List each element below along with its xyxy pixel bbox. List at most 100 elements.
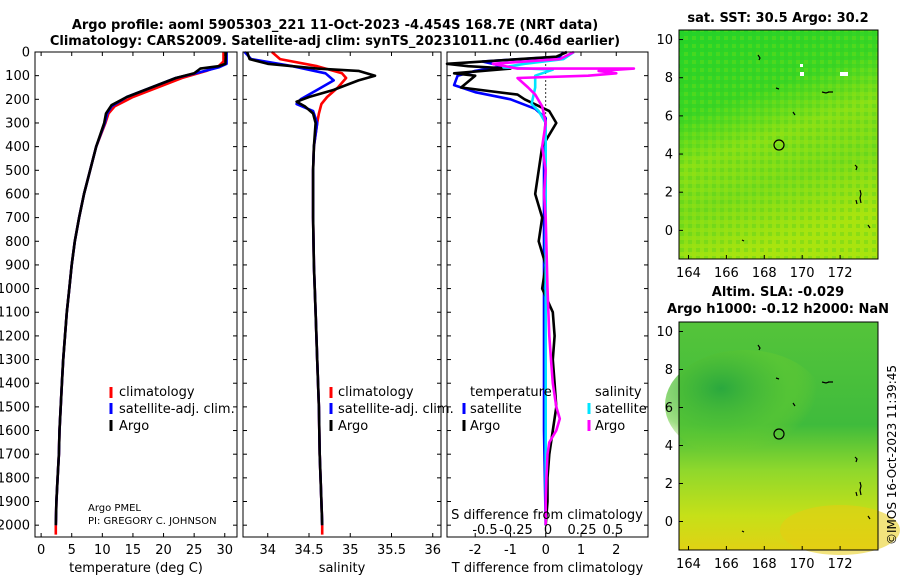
y-tick-label: 500 (5, 164, 30, 179)
s-tick-label: 0 (544, 523, 552, 538)
sla-map-title-2: Argo h1000: -0.12 h2000: NaN (667, 302, 889, 317)
x-tick-label: 0 (542, 543, 550, 558)
y-tick-label: 600 (5, 187, 30, 202)
map-x-tick-label: 166 (714, 557, 739, 572)
x-tick-label: 25 (186, 543, 203, 558)
credit-line-1: Argo PMEL (88, 503, 141, 514)
s-axis-ticklabels: -0.5 -0.25 0 0.25 0.5 (472, 523, 623, 538)
sst-texture (679, 30, 878, 259)
map-y-tick-label: 2 (665, 186, 673, 201)
y-tick-label: 1300 (0, 353, 30, 368)
map-x-tick-label: 164 (676, 266, 701, 281)
series-line-climatology (271, 51, 348, 535)
y-tick-label: 1700 (0, 448, 30, 463)
x-tick-label: 30 (216, 543, 233, 558)
map-x-tick-label: 168 (752, 557, 777, 572)
map-y-tick-label: 0 (665, 515, 673, 530)
axes-frame (34, 51, 238, 538)
x-axis-label: salinity (319, 561, 366, 576)
y-tick-label: 300 (5, 116, 30, 131)
y-tick-label: 1400 (0, 377, 30, 392)
legend-label: Argo (338, 419, 368, 434)
map-y-tick-label: 10 (656, 33, 673, 48)
sla-frame (678, 321, 879, 551)
x-tick-label: 15 (125, 543, 142, 558)
legend-title-temperature: temperature (470, 385, 552, 400)
x-tick-label: 1 (577, 543, 585, 558)
y-tick-label: 1100 (0, 306, 30, 321)
legend-label: Argo (119, 419, 149, 434)
sla-map (665, 321, 900, 555)
sla-map-title-1: Altim. SLA: -0.029 (712, 285, 844, 300)
map-y-tick-label: 6 (665, 109, 673, 124)
map-x-tick-label: 166 (714, 266, 739, 281)
sla-low-region (665, 350, 825, 460)
sst-argo-marker (773, 139, 785, 151)
sst-map-title: sat. SST: 30.5 Argo: 30.2 (687, 11, 868, 26)
difference-legend: temperature salinity satellite Argo sate… (462, 385, 647, 434)
y-tick-label: 1800 (0, 471, 30, 486)
y-tick-label: 800 (5, 235, 30, 250)
x-tick-label: 10 (94, 543, 111, 558)
map-x-tick-label: 172 (828, 557, 853, 572)
y-tick-label: 2000 (0, 519, 30, 534)
x-tick-label: 34.5 (295, 543, 324, 558)
y-tick-label: 100 (5, 69, 30, 84)
sst-gap (800, 72, 804, 76)
axes-frame (446, 51, 649, 538)
sst-map (678, 29, 879, 260)
watermark: ©IMOS 16-Oct-2023 11:39:45 (885, 365, 899, 545)
sla-high-region (780, 505, 900, 555)
title-line-1: Argo profile: aoml 5905303_221 11-Oct-20… (72, 18, 598, 33)
series-line-satellite-adj-clim- (54, 52, 228, 526)
sla-coastline (741, 344, 871, 533)
x-tick-label: 2 (612, 543, 620, 558)
s-tick-label: 0.5 (603, 523, 624, 538)
y-tick-label: 1900 (0, 495, 30, 510)
map-x-tick-label: 170 (790, 557, 815, 572)
map-x-tick-label: 172 (828, 266, 853, 281)
legend-label: climatology (338, 385, 414, 400)
sst-frame (678, 29, 879, 260)
s-axis-label: S difference from climatology (451, 508, 643, 523)
map-x-tick-label: 164 (676, 557, 701, 572)
series-line-s-argo (491, 50, 636, 526)
series-line-argo (245, 51, 377, 526)
difference-panel: -2 -1 0 1 2 T difference from climatology (445, 50, 649, 576)
credit-line-2: PI: GREGORY C. JOHNSON (88, 516, 217, 527)
map-y-tick-label: 4 (665, 148, 673, 163)
map-y-tick-label: 0 (665, 224, 673, 239)
series-line-climatology (54, 52, 225, 535)
map-axes: 164 166 168 170 172 0 2 4 6 8 10 164 166 168 170 172 0 2 4… (656, 33, 852, 572)
map-y-tick-label: 6 (665, 401, 673, 416)
x-tick-label: -2 (469, 543, 482, 558)
map-y-tick-label: 8 (665, 363, 673, 378)
salinity-panel: 34 34.5 35 35.5 36 salinity (242, 51, 442, 576)
temperature-panel: 0 5 10 15 20 25 300100200300400500600700800900… (0, 46, 238, 576)
sst-gap (800, 64, 803, 67)
x-tick-label: 0 (37, 543, 45, 558)
legend-label: Argo (470, 419, 500, 434)
x-tick-label: 5 (68, 543, 76, 558)
y-tick-label: 900 (5, 258, 30, 273)
x-axis-label: temperature (deg C) (69, 561, 203, 576)
map-x-tick-label: 170 (790, 266, 815, 281)
legend-label: satellite-adj. clim. (119, 402, 235, 417)
salinity-legend: climatology satellite-adj. clim. Argo (329, 385, 454, 434)
y-tick-label: 1500 (0, 400, 30, 415)
s-tick-label: 0.25 (568, 523, 597, 538)
map-y-tick-label: 10 (656, 325, 673, 340)
x-tick-label: 35.5 (377, 543, 406, 558)
sla-argo-marker (773, 428, 785, 440)
legend-label: satellite-adj. clim. (338, 402, 454, 417)
legend-label: satellite (470, 402, 522, 417)
x-tick-label: 20 (155, 543, 172, 558)
series-line-t-argo (445, 50, 568, 526)
y-tick-label: 200 (5, 93, 30, 108)
series-line-argo (54, 51, 228, 526)
map-y-tick-label: 2 (665, 477, 673, 492)
temperature-legend: climatology satellite-adj. clim. Argo (109, 385, 235, 434)
sst-gap (840, 72, 848, 76)
x-tick-label: -1 (504, 543, 517, 558)
map-x-tick-label: 168 (752, 266, 777, 281)
